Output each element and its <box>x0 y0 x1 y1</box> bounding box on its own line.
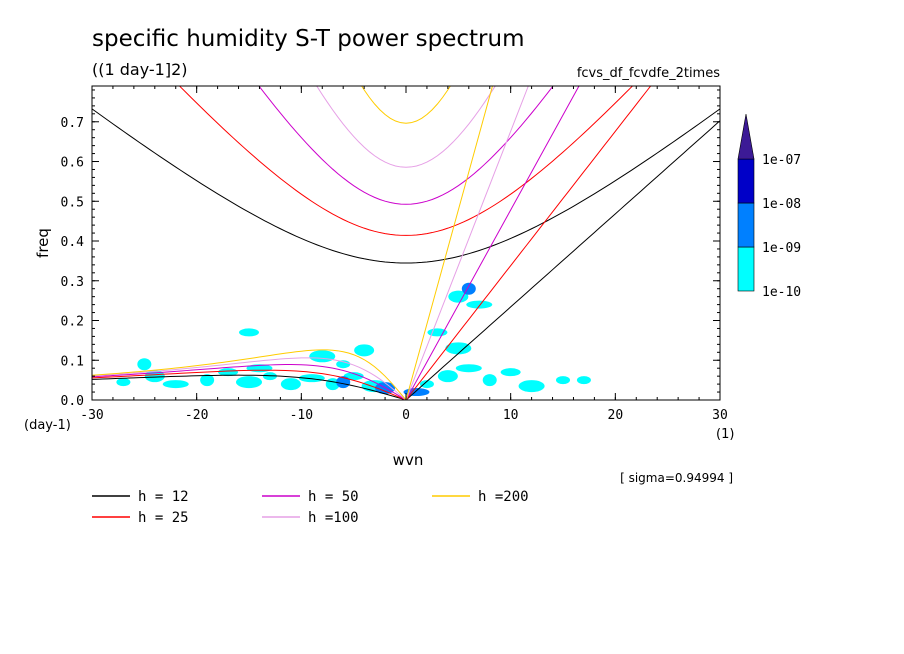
spectrum-blob <box>466 300 493 309</box>
kelvin-curve <box>405 86 652 400</box>
spectrum-blob <box>556 376 570 385</box>
rossby-curve <box>92 357 407 400</box>
spectrum-blob <box>336 376 351 389</box>
chart-title: specific humidity S-T power spectrum <box>92 26 524 52</box>
y-axis-label: freq <box>34 228 52 258</box>
kelvin-curve <box>405 86 580 400</box>
spectrum-blob <box>445 342 472 355</box>
y-tick-label: 0.5 <box>61 195 84 210</box>
spectrum-blob <box>200 374 215 387</box>
rossby-curve <box>92 369 407 400</box>
gravity-curve <box>178 86 634 236</box>
spectrum-blob <box>576 376 591 385</box>
legend-label: h = 25 <box>138 510 189 526</box>
plot-frame <box>91 85 721 401</box>
colorbar-arrow <box>737 113 755 160</box>
dispersion-curves <box>92 86 720 400</box>
colorbar-label: 1e-08 <box>762 197 801 212</box>
legend-label: h = 12 <box>138 489 189 505</box>
spectrum-blob <box>437 370 458 383</box>
x-tick-label: 30 <box>712 408 728 423</box>
y-tick-label: 0.1 <box>61 354 84 369</box>
y-tick-label: 0.0 <box>61 394 84 409</box>
y-tick-label: 0.2 <box>61 315 84 330</box>
spectrum-blob <box>455 364 482 373</box>
colorbar: 1e-10 1e-09 1e-08 1e-07 <box>737 113 801 300</box>
rossby-curve <box>92 349 407 400</box>
spectrum-blob <box>236 376 262 389</box>
sigma-note: [ sigma=0.94994 ] <box>620 471 733 485</box>
spectrum-blob <box>218 368 239 377</box>
gravity-curve <box>316 86 496 168</box>
legend-label: h =100 <box>308 510 359 526</box>
run-name: fcvs_df_fcvdfe_2times <box>577 66 720 81</box>
y-tick-label: 0.3 <box>61 275 84 290</box>
spectrum-blob <box>500 368 521 377</box>
kelvin-curve <box>405 86 529 400</box>
colorbar-label: 1e-10 <box>762 285 801 300</box>
colorbar-label: 1e-07 <box>762 153 801 168</box>
spectrum-blob <box>336 360 351 369</box>
x-unit-label: (1) <box>716 427 734 442</box>
x-tick-label: 0 <box>402 408 410 423</box>
spectrum-shading <box>116 282 591 397</box>
spectrum-blob <box>461 282 476 295</box>
x-tick-label: -30 <box>80 408 103 423</box>
spectrum-blob <box>309 350 336 363</box>
rossby-curve <box>92 374 407 400</box>
x-tick-label: -20 <box>185 408 208 423</box>
y-tick-label: 0.4 <box>61 235 85 250</box>
colorbar-segment <box>737 158 755 204</box>
rossby-curve <box>92 364 407 400</box>
gravity-curve <box>92 108 720 264</box>
legend-label: h = 50 <box>308 489 359 505</box>
spectrum-blob <box>162 380 189 389</box>
x-axis: -30 -20 -10 0 10 20 30 <box>80 86 728 423</box>
spectrum-blob <box>343 372 364 381</box>
gravity-curve <box>258 86 554 205</box>
spectrum-blob <box>482 374 497 387</box>
spectrum-blob <box>518 380 545 393</box>
x-tick-label: -10 <box>290 408 313 423</box>
spectrum-blob <box>280 378 301 391</box>
gravity-curve <box>361 86 451 124</box>
legend: h = 12 h = 25 h = 50 h =100 h =200 <box>92 489 529 526</box>
spectrum-blob <box>137 358 152 371</box>
spectrum-blob <box>448 290 469 303</box>
colorbar-segment <box>737 202 755 248</box>
kelvin-curve <box>405 120 720 400</box>
chart-units: ((1 day-1]2) <box>92 60 188 79</box>
spectrum-blob <box>419 380 434 389</box>
x-tick-label: 20 <box>608 408 624 423</box>
colorbar-label: 1e-09 <box>762 241 801 256</box>
y-tick-label: 0.6 <box>61 156 84 171</box>
y-unit-label: (day-1) <box>24 418 71 433</box>
legend-label: h =200 <box>478 489 529 505</box>
x-tick-label: 10 <box>503 408 519 423</box>
y-tick-label: 0.7 <box>61 116 84 131</box>
kelvin-curve <box>405 86 494 400</box>
colorbar-segment <box>737 246 755 292</box>
spectrum-blob <box>354 344 375 357</box>
y-axis: 0.0 0.1 0.2 0.3 0.4 0.5 0.6 0.7 <box>61 89 720 409</box>
spectrum-blob <box>116 378 131 387</box>
spectrum-blob <box>239 328 259 337</box>
x-axis-label: wvn <box>393 451 424 469</box>
spectrum-blob <box>298 374 325 383</box>
